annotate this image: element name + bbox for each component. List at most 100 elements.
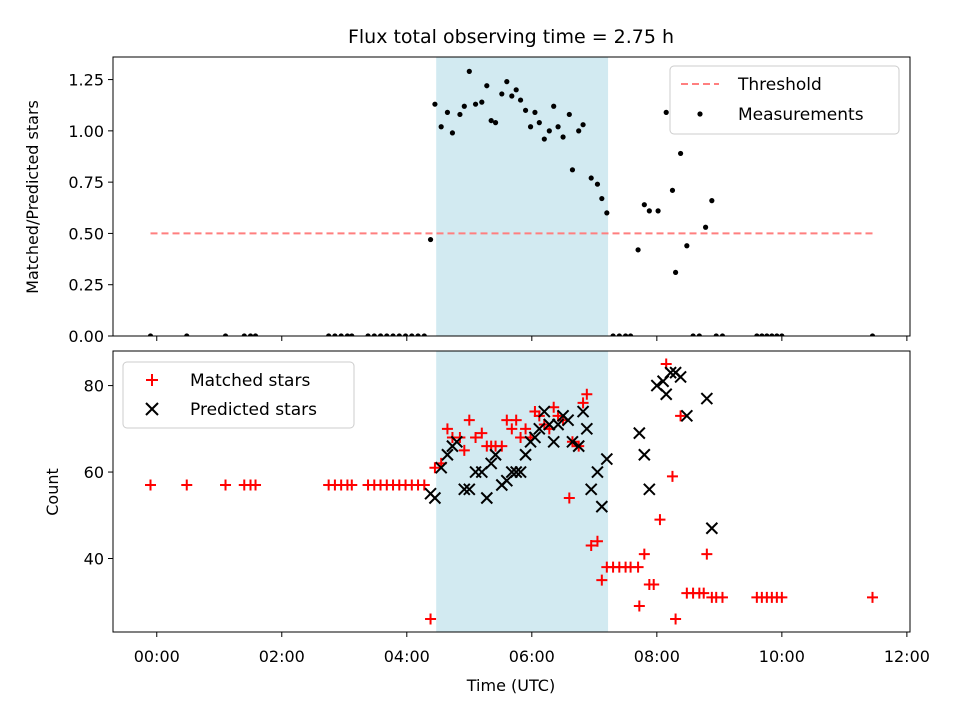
measurement-point [690,333,696,336]
predicted-star-point [463,483,476,496]
x-tick-label: 04:00 [384,647,430,666]
measurement-point [409,333,415,336]
top-highlight-window [436,57,609,336]
bottom-y-tick-label: 40 [84,550,104,569]
measurement-point [344,333,351,336]
measurement-point [479,99,485,105]
measurement-point [371,333,377,336]
legend-measurements-label: Measurements [738,105,864,125]
measurement-point [560,134,566,140]
measurement-point [504,79,510,85]
predicted-star-point [547,435,560,448]
measurement-point [513,87,519,93]
matched-star-point [632,561,644,573]
matched-star-point [596,574,608,586]
matched-star-point [638,548,650,560]
predicted-star-point [528,431,542,444]
measurement-point [184,333,190,336]
predicted-star-point [572,439,585,453]
measurement-point [641,202,647,208]
matched-star-point [716,591,728,603]
predicted-star-point [480,491,494,505]
x-tick-label: 00:00 [134,647,180,666]
measurement-point [627,333,634,336]
matched-star-point [429,462,441,474]
matched-star-point [250,479,262,491]
top-panel: 0.00 0.25 0.50 0.75 1.00 1.25 Matched/Predict… [23,56,911,346]
measurement-point [684,243,690,249]
matched-star-point [515,431,527,443]
predicted-star-point [450,435,464,448]
measurement-point [546,128,552,134]
matched-star-point [220,479,232,491]
measurement-point [779,333,785,336]
measurement-point [669,187,676,193]
measurement-point [449,130,456,136]
measurement-point [599,195,605,202]
top-plot-frame [112,56,911,337]
predicted-star-point [566,435,579,448]
bottom-y-axis-label: Count [43,468,62,516]
predicted-star-point [458,483,471,496]
x-tick-label: 12:00 [884,647,930,666]
measurement-point [517,97,524,103]
measurement-point [222,333,229,336]
measurement-point [594,181,601,187]
measurement-point [457,111,463,118]
measurement-point [384,333,390,336]
measurement-point [438,124,444,130]
measurement-point [588,175,594,181]
predicted-star-point [514,465,527,479]
predicted-star-point [576,405,590,418]
measurement-point [696,333,702,336]
measurement-point [646,208,652,214]
measurement-point [566,111,572,118]
matched-star-point [458,444,470,456]
matched-star-point [654,514,666,526]
bottom-legend: Matched stars Predicted stars [122,361,355,429]
x-axis-label: Time (UTC) [466,676,555,695]
measurement-point [338,333,344,336]
matched-star-point [181,479,193,491]
measurement-point [432,101,438,107]
predicted-star-point [680,409,694,423]
predicted-star-point [434,461,448,474]
predicted-star-point [441,448,454,461]
measurement-point [402,333,409,336]
measurement-point [663,109,669,115]
top-legend: Threshold Measurements [669,65,900,135]
legend-predicted-label: Predicted stars [190,400,317,420]
measurement-point [536,120,542,126]
predicted-star-point [509,465,523,479]
bottom-legend-box [122,361,355,429]
legend-matched-swatch [146,374,158,386]
x-tick-label: 10:00 [759,647,805,666]
matched-star-point [581,388,593,400]
predicted-star-point [551,418,565,431]
measurement-point [569,167,576,173]
measurement-point [365,333,371,336]
measurement-point [522,107,529,113]
measurement-point [444,109,451,115]
matched-star-point [145,479,157,491]
measurement-point [427,236,434,243]
predicted-star-point [633,426,646,440]
measurement-point [709,198,715,204]
measurement-point [390,333,396,336]
predicted-star-point [700,392,714,405]
measurement-point [527,124,534,130]
matched-star-point [675,410,687,422]
measurement-point [764,333,770,336]
predicted-star-point [533,422,546,436]
matched-star-point [506,423,518,435]
x-tick-label: 02:00 [259,647,305,666]
measurement-point [541,136,547,142]
matched-star-point [441,423,453,435]
legend-predicted-swatch [145,402,159,416]
matched-star-point [701,548,713,560]
predicted-star-point [484,457,498,470]
chart-title: Flux total observing time = 2.75 h [348,26,674,48]
predicted-star-point [705,522,719,535]
predicted-star-point [664,366,677,379]
